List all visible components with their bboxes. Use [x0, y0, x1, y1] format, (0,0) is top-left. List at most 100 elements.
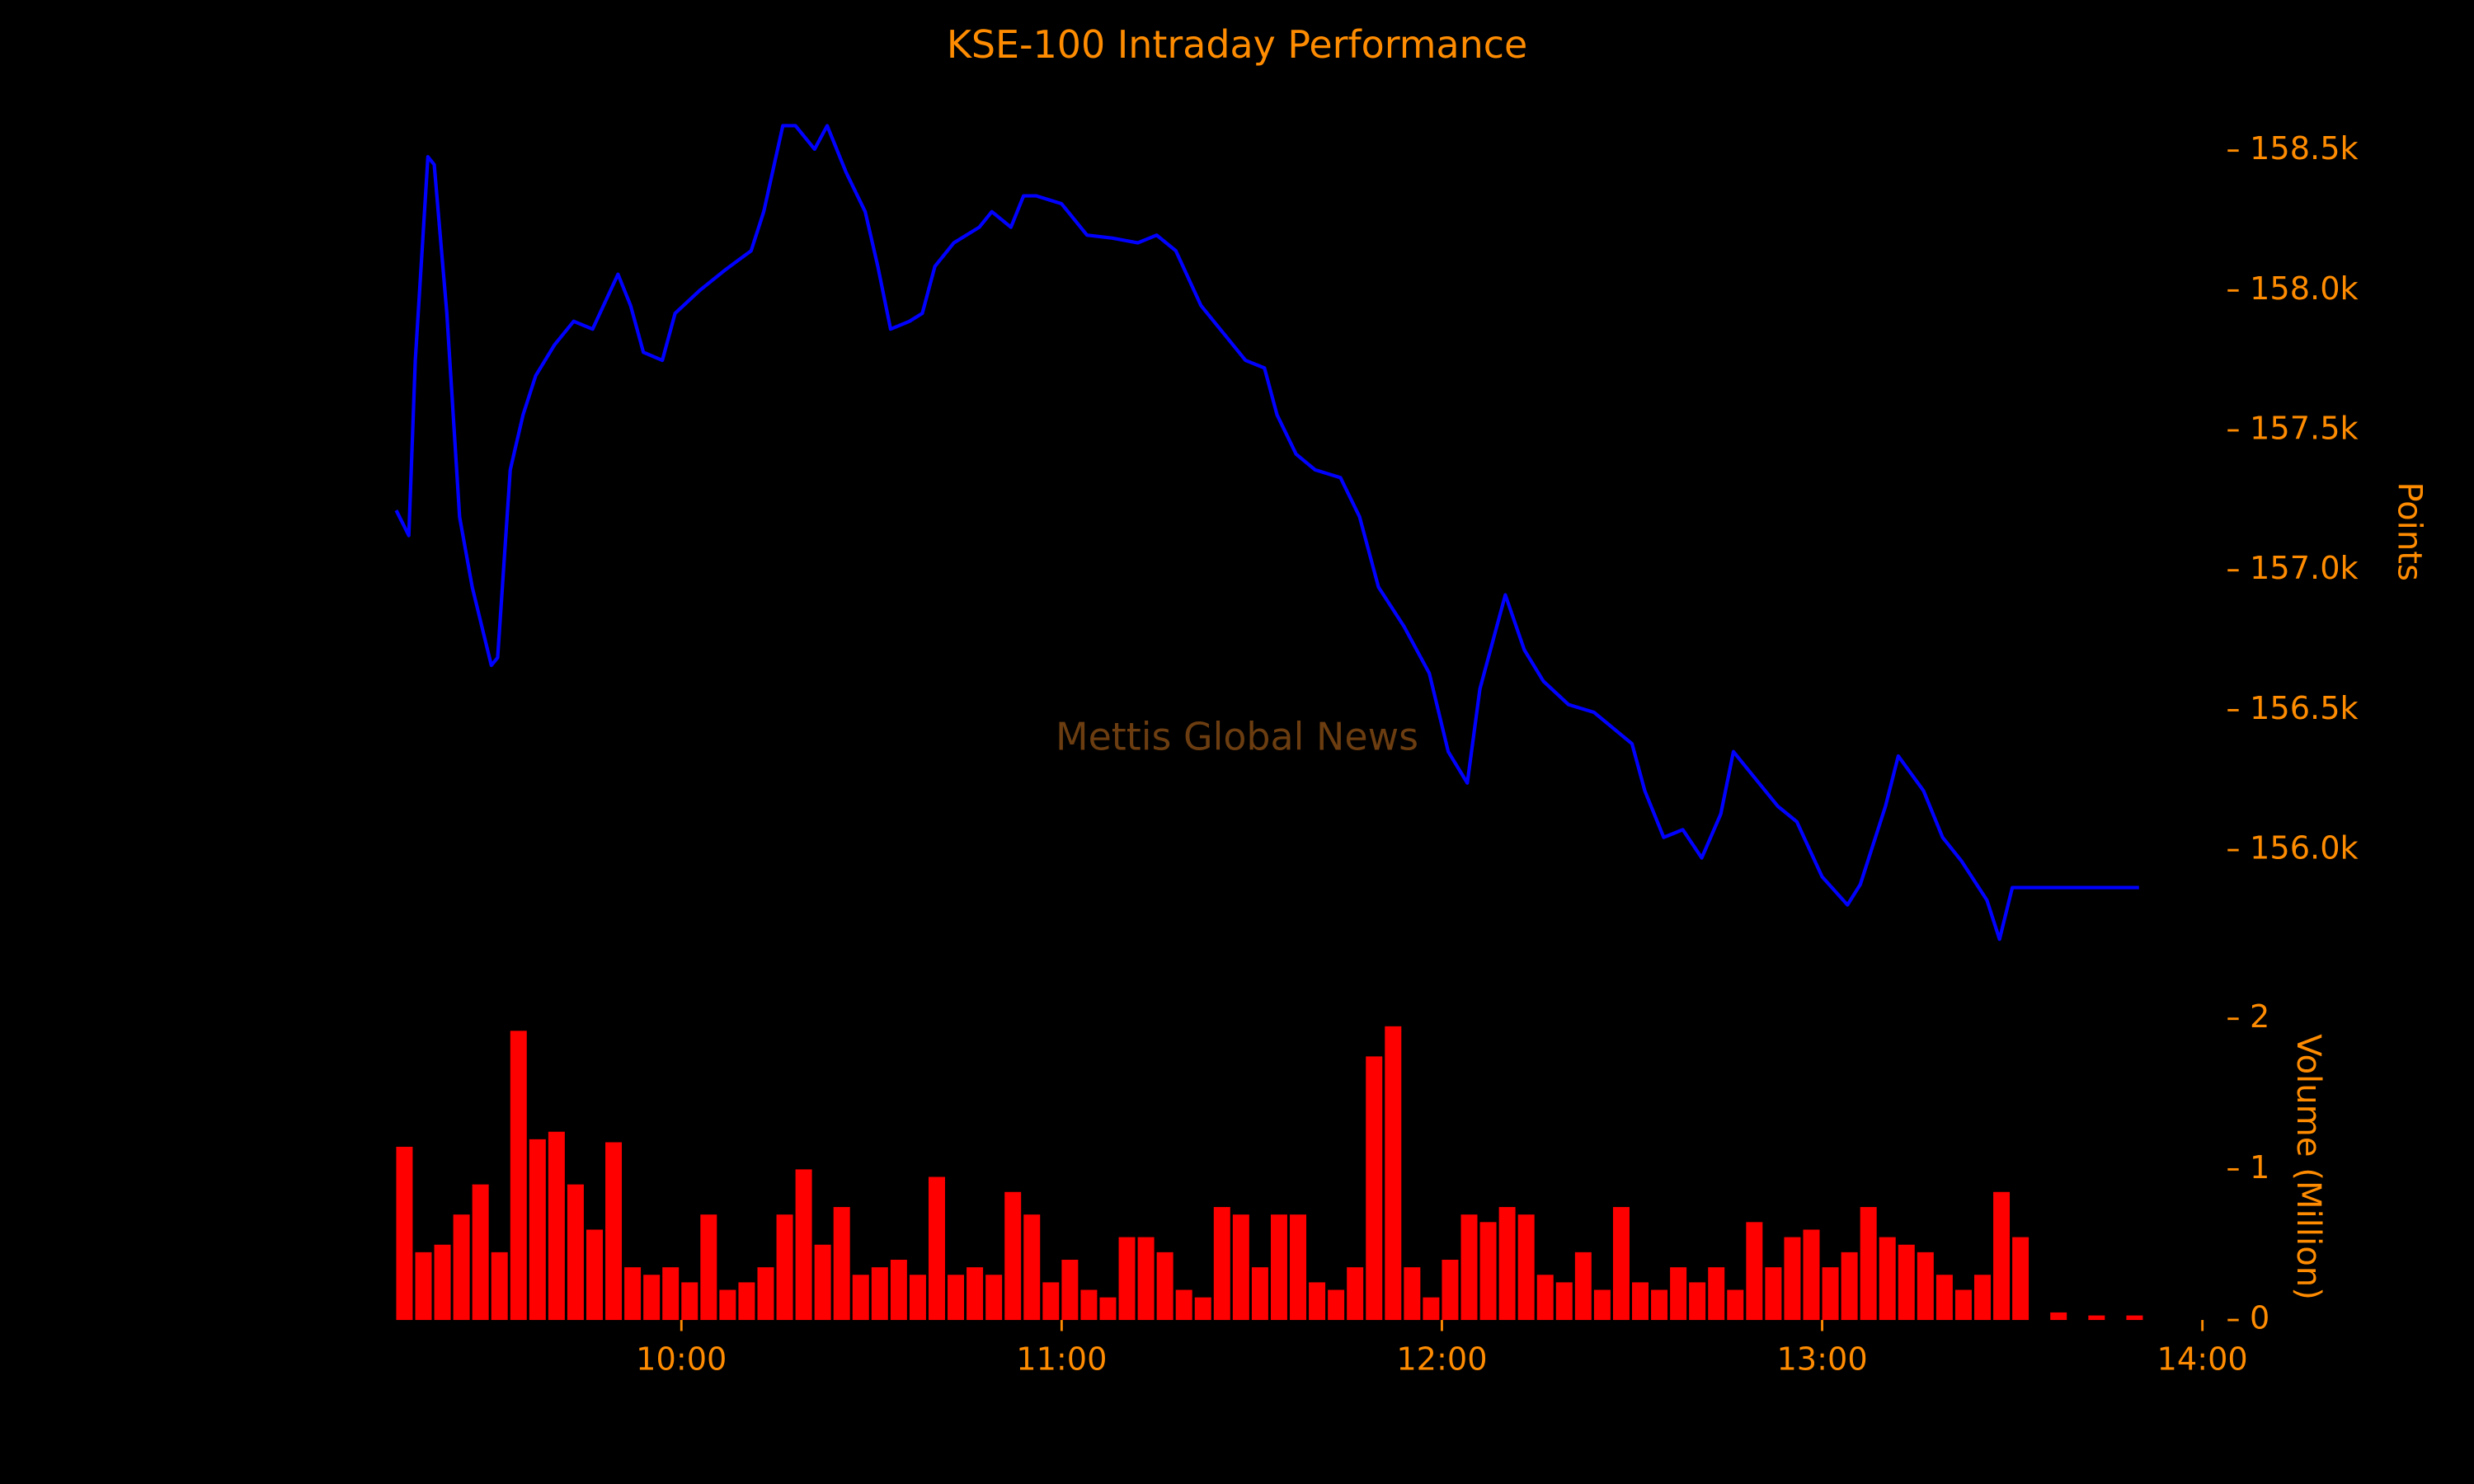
volume-bar [624, 1267, 642, 1321]
volume-bar [1175, 1289, 1192, 1321]
volume-bar [985, 1275, 1003, 1321]
volume-bar [700, 1214, 717, 1321]
volume-bar [548, 1131, 565, 1321]
y-tick-label: 158.5k [2250, 130, 2359, 167]
volume-bar [738, 1282, 755, 1321]
volume-bar [605, 1142, 623, 1321]
volume-bar [1632, 1282, 1649, 1321]
volume-bar [1042, 1282, 1060, 1321]
volume-bar [1251, 1267, 1268, 1321]
volume-bar [1137, 1237, 1155, 1321]
volume-bar [1232, 1214, 1249, 1321]
volume-bar [1612, 1207, 1630, 1321]
volume-bar [1080, 1289, 1098, 1321]
volume-bar [1879, 1237, 1896, 1321]
volume-bar [1935, 1275, 1953, 1321]
volume-bar [1194, 1297, 1211, 1321]
volume-bar [491, 1252, 508, 1321]
volume-bar [586, 1229, 603, 1321]
volume-bar [2050, 1312, 2067, 1321]
volume-bar [1746, 1222, 1763, 1321]
volume-bar [1498, 1207, 1516, 1321]
volume-bar [1536, 1275, 1554, 1321]
volume-bar [681, 1282, 698, 1321]
x-tick-label: 14:00 [2157, 1341, 2248, 1378]
watermark: Mettis Global News [1056, 715, 1418, 759]
volume-bar [814, 1244, 831, 1321]
volume-bar [2088, 1315, 2105, 1321]
volume-bar [1993, 1191, 2011, 1321]
volume-bar [1366, 1056, 1383, 1321]
x-tick-label: 13:00 [1776, 1341, 1867, 1378]
volume-bar [1423, 1297, 1440, 1321]
volume-bar [871, 1267, 888, 1321]
volume-bar [453, 1214, 470, 1321]
volume-bar [1099, 1297, 1117, 1321]
volume-bar [1290, 1214, 1307, 1321]
y-tick-label: 156.0k [2250, 830, 2359, 867]
volume-bar [719, 1289, 736, 1321]
volume-bar [2012, 1237, 2030, 1321]
volume-bar [1023, 1214, 1041, 1321]
y-tick-label: 1 [2250, 1149, 2269, 1186]
y-tick-label: 156.5k [2250, 690, 2359, 727]
volume-bar [1213, 1207, 1230, 1321]
volume-bar [1860, 1207, 1877, 1321]
volume-bar [1442, 1259, 1459, 1321]
x-tick-label: 10:00 [636, 1341, 727, 1378]
y-tick-label: 157.5k [2250, 411, 2359, 448]
volume-bar [1347, 1267, 1364, 1321]
price-line [394, 124, 2139, 942]
volume-bar [1974, 1275, 1991, 1321]
volume-bar [1555, 1282, 1573, 1321]
volume-bar [1917, 1252, 1934, 1321]
volume-bar [567, 1184, 584, 1321]
volume-bar [1004, 1191, 1022, 1321]
volume-bar [1689, 1282, 1706, 1321]
volume-bar [1841, 1252, 1858, 1321]
volume-bar [1385, 1026, 1402, 1321]
volume-bar [833, 1207, 850, 1321]
volume-bar [1784, 1237, 1801, 1321]
volume-bar [529, 1139, 546, 1321]
volume-bar [948, 1275, 965, 1321]
volume-bar [472, 1184, 489, 1321]
volume-bar [1822, 1267, 1839, 1321]
volume-bar [396, 1146, 413, 1321]
volume-bar [2126, 1315, 2143, 1321]
volume-bar [1954, 1289, 1972, 1321]
volume-bar [1270, 1214, 1287, 1321]
volume-bar [795, 1169, 812, 1321]
volume-bar [909, 1275, 926, 1321]
volume-bar [1765, 1267, 1782, 1321]
x-tick-label: 12:00 [1396, 1341, 1487, 1378]
volume-bar [852, 1275, 869, 1321]
volume-bar [1651, 1289, 1668, 1321]
volume-bar [1404, 1267, 1421, 1321]
volume-bar [776, 1214, 793, 1321]
volume-bar [415, 1252, 432, 1321]
volume-bar [1593, 1289, 1611, 1321]
y-tick-label: 157.0k [2250, 550, 2359, 587]
volume-bar [1898, 1244, 1915, 1321]
volume-bar [510, 1031, 527, 1321]
y-tick-label: 158.0k [2250, 270, 2359, 308]
volume-bar [1517, 1214, 1535, 1321]
y-tick-label: 2 [2250, 998, 2269, 1036]
volume-axis-label: Volume (Million) [2289, 1034, 2327, 1300]
x-tick-label: 11:00 [1016, 1341, 1107, 1378]
volume-bar [662, 1267, 680, 1321]
y-axis-label: Points [2390, 481, 2428, 581]
volume-bar [1061, 1259, 1079, 1321]
y-tick-label: 0 [2250, 1300, 2269, 1337]
volume-bar [1309, 1282, 1326, 1321]
volume-bar [1118, 1237, 1136, 1321]
volume-bar [1727, 1289, 1744, 1321]
volume-bar [1479, 1222, 1497, 1321]
volume-bar [434, 1244, 451, 1321]
volume-bar [1670, 1267, 1687, 1321]
chart-title: KSE-100 Intraday Performance [947, 22, 1527, 67]
volume-bar [1328, 1289, 1345, 1321]
